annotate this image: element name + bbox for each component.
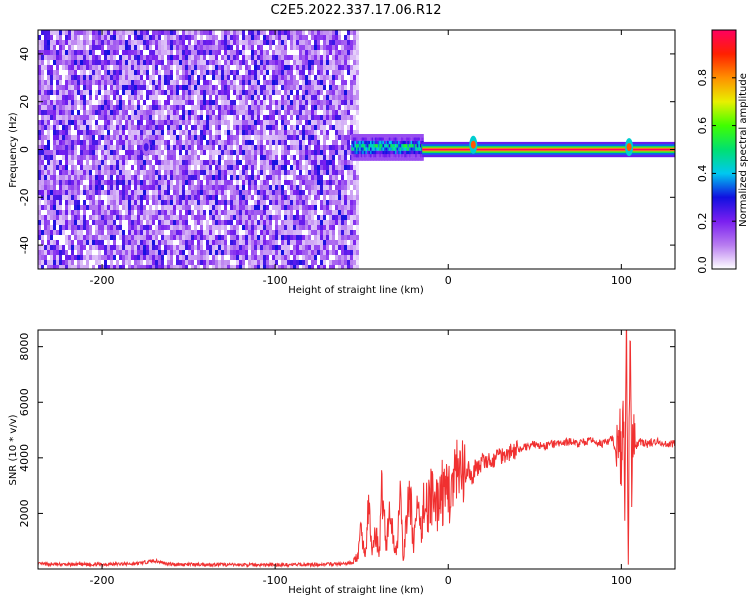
x-tick-label: 100: [611, 274, 632, 287]
snr-panel: -200 -100 0 100 2000 4000 6000 8000 Height of …: [8, 329, 676, 596]
colorbar-tick-label: 0.8: [696, 69, 709, 87]
snr-y-ticks: 2000 4000 6000 8000: [18, 333, 675, 527]
y-tick-label: 6000: [18, 388, 31, 416]
snr-x-label: Height of straight line (km): [288, 585, 424, 596]
colorbar-ticks: 0.0 0.2 0.4 0.6 0.8: [696, 69, 736, 274]
y-tick-label: 2000: [18, 499, 31, 527]
snr-x-ticks: -200 -100 0 100: [90, 330, 632, 587]
colorbar-tick-label: 0.0: [696, 256, 709, 274]
colorbar-tick-label: 0.4: [696, 165, 709, 183]
y-tick-label: -40: [18, 236, 31, 254]
spectrogram-y-ticks: -40 -20 0 20 40: [18, 47, 675, 254]
x-tick-label: -100: [263, 574, 288, 587]
x-tick-label: -200: [90, 274, 115, 287]
x-tick-label: -200: [90, 574, 115, 587]
spectrogram-x-label: Height of straight line (km): [288, 285, 424, 296]
y-tick-label: 8000: [18, 333, 31, 361]
snr-series-line: [38, 330, 675, 569]
spectrogram-spot-core: [626, 143, 632, 152]
snr-y-label: SNR (10 * v/v): [8, 414, 19, 485]
snr-frame: [37, 329, 676, 570]
y-tick-label: 20: [18, 95, 31, 109]
y-tick-label: 4000: [18, 444, 31, 472]
colorbar-label: Normalized spectral amplitude: [738, 73, 749, 227]
colorbar-tick-label: 0.2: [696, 212, 709, 230]
spectrogram-image: [38, 30, 675, 269]
x-tick-label: -100: [263, 274, 288, 287]
figure-title: C2E5.2022.337.17.06.R12: [270, 3, 441, 18]
spectrogram-y-label: Frequency (Hz): [8, 112, 19, 188]
colorbar: 0.0 0.2 0.4 0.6 0.8 Normalized spectral ampl…: [696, 29, 749, 274]
x-tick-label: 0: [445, 574, 452, 587]
spectrogram-x-ticks: -200 -100 0 100: [90, 30, 632, 287]
x-tick-label: 0: [445, 274, 452, 287]
spectrogram-spot-core: [143, 143, 149, 152]
colorbar-gradient: [711, 29, 737, 270]
y-tick-label: 0: [18, 146, 31, 153]
y-tick-label: -20: [18, 188, 31, 206]
spectrogram-spot-core: [470, 140, 476, 149]
y-tick-label: 40: [18, 47, 31, 61]
x-tick-label: 100: [611, 574, 632, 587]
colorbar-tick-label: 0.6: [696, 117, 709, 135]
